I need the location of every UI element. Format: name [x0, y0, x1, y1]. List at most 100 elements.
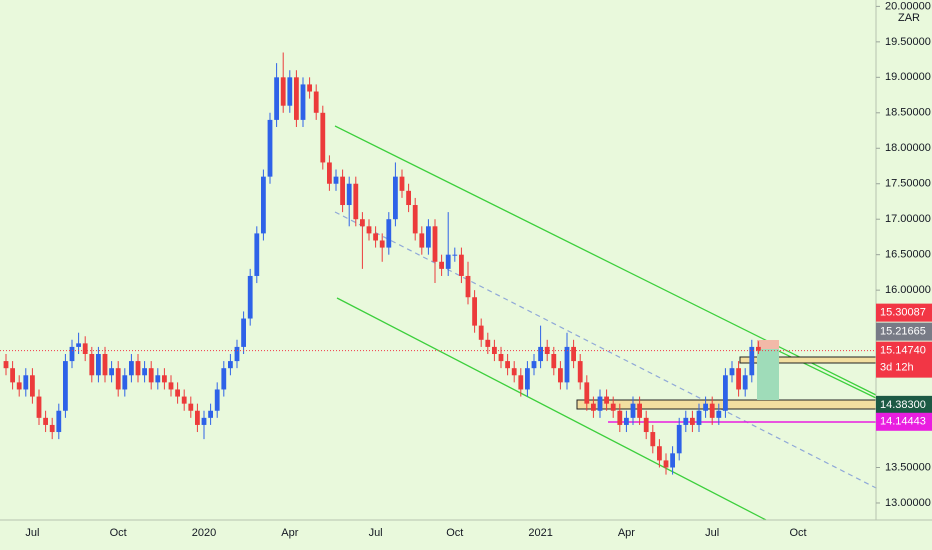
candle-body	[696, 410, 702, 425]
candle-body	[485, 339, 491, 347]
candle-body	[736, 368, 741, 390]
candle-body	[373, 233, 378, 241]
candle-body	[30, 375, 35, 397]
price-badge-label: 15.21665	[880, 326, 926, 338]
x-tick-label: Jul	[369, 527, 383, 539]
candle-body	[445, 254, 451, 269]
y-tick-label: 19.00000	[885, 71, 931, 83]
candle-body	[148, 368, 154, 383]
candles	[3, 52, 761, 475]
candle-body	[709, 403, 715, 418]
candle-body	[247, 275, 253, 319]
candle-body	[531, 361, 537, 369]
candle-body	[610, 403, 616, 411]
candle-body	[683, 417, 689, 425]
candle-body	[69, 346, 75, 362]
candle-body	[657, 446, 662, 461]
candle-body	[432, 226, 438, 262]
candle-body	[558, 368, 563, 383]
candle-body	[320, 112, 326, 163]
y-tick-label: 16.00000	[885, 284, 931, 296]
candle-body	[478, 325, 484, 340]
candle-body	[221, 368, 227, 390]
x-tick-label: Apr	[281, 527, 298, 539]
dashed-trend	[334, 211, 881, 491]
candle-body	[241, 318, 246, 347]
candle-body	[749, 346, 755, 376]
candle-body	[630, 403, 636, 418]
candle-body	[195, 410, 200, 425]
candle-body	[287, 77, 293, 106]
candle-body	[544, 346, 550, 354]
candle-body	[591, 403, 596, 411]
candle-body	[162, 375, 167, 383]
candle-body	[756, 346, 761, 351]
candle-body	[234, 346, 240, 362]
candle-body	[76, 343, 81, 347]
candle-body	[214, 389, 220, 411]
candle-body	[406, 190, 411, 206]
candle-body	[254, 233, 260, 276]
candle-body	[538, 346, 543, 362]
candle-body	[459, 254, 464, 276]
x-tick-label: Oct	[789, 527, 806, 539]
x-tick-label: 2020	[192, 527, 216, 539]
candle-body	[96, 353, 101, 376]
candle-body	[643, 417, 649, 433]
candle-body	[577, 361, 583, 383]
candle-body	[3, 361, 9, 369]
candle-body	[366, 226, 372, 234]
candle-body	[452, 254, 458, 256]
candle-body	[115, 368, 121, 390]
y-tick-label: 13.50000	[885, 461, 931, 473]
candle-body	[82, 343, 88, 354]
candle-body	[168, 382, 174, 390]
candle-body	[23, 375, 29, 390]
candle-body	[564, 346, 570, 383]
candle-body	[386, 219, 392, 248]
candle-body	[637, 403, 642, 418]
channel-inner	[759, 341, 877, 399]
candle-body	[201, 417, 207, 425]
candle-body	[742, 375, 748, 390]
candle-body	[280, 77, 286, 106]
currency: ZAR	[898, 12, 920, 24]
candle-body	[723, 375, 728, 411]
candle-body	[379, 240, 385, 248]
x-tick-label: Apr	[618, 527, 635, 539]
candle-body	[419, 233, 425, 248]
price-badge	[876, 322, 932, 341]
candle-body	[327, 162, 332, 184]
candle-body	[498, 353, 504, 362]
candle-body	[676, 424, 682, 454]
x-tick-label: Jul	[25, 527, 39, 539]
candle-body	[518, 375, 524, 390]
price-badge	[876, 303, 932, 322]
candle-body	[670, 453, 675, 468]
y-tick-label: 18.50000	[885, 107, 931, 119]
candle-body	[472, 297, 477, 326]
x-tick-label: Jul	[705, 527, 719, 539]
y-tick-label: 19.50000	[885, 36, 931, 48]
candle-body	[307, 84, 312, 92]
candle-body	[346, 183, 352, 206]
y-tick-label: 20.00000	[885, 0, 931, 12]
candle-body	[360, 219, 365, 227]
candle-body	[10, 368, 15, 383]
candle-body	[294, 77, 299, 120]
candle-body	[208, 410, 213, 418]
candle-body	[56, 410, 62, 433]
candle-body	[597, 396, 603, 411]
candle-body	[624, 417, 629, 425]
candle-body	[129, 361, 134, 376]
candle-body	[274, 77, 279, 120]
candle-body	[393, 176, 398, 220]
candle-body	[584, 382, 590, 404]
candle-body	[175, 389, 180, 397]
candle-body	[89, 353, 95, 376]
candle-body	[135, 361, 141, 376]
candle-body	[261, 176, 266, 234]
